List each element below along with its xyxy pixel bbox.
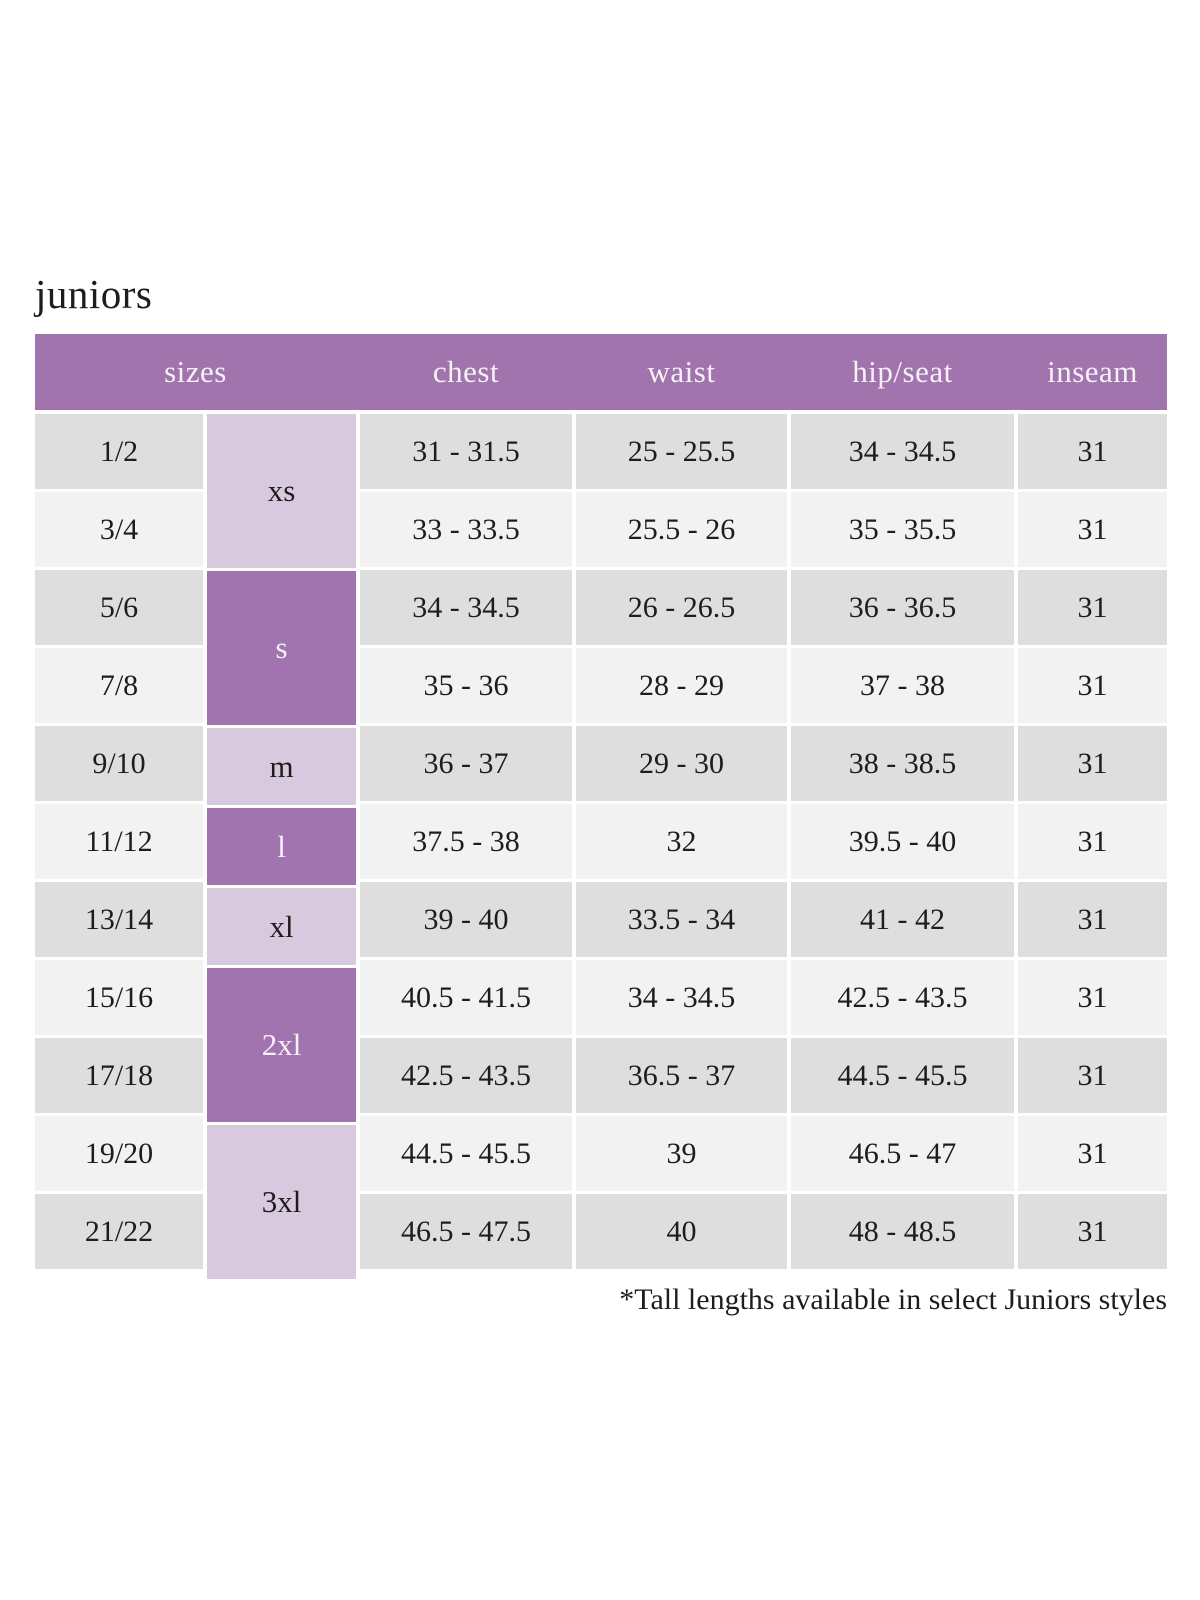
column-header-waist: waist (647, 354, 716, 389)
footnote: *Tall lengths available in select Junior… (619, 1283, 1167, 1316)
cell-chest: 33 - 33.5 (360, 492, 572, 567)
cell-waist: 25.5 - 26 (576, 492, 787, 567)
cell-waist: 26 - 26.5 (576, 570, 787, 645)
cell-hip-seat: 48 - 48.5 (791, 1194, 1014, 1269)
cell-waist: 36.5 - 37 (576, 1038, 787, 1113)
cell-size: 13/14 (35, 882, 203, 957)
column-header-hip-seat: hip/seat (852, 354, 953, 389)
cell-waist: 40 (576, 1194, 787, 1269)
cell-hip-seat: 44.5 - 45.5 (791, 1038, 1014, 1113)
table-body: xs s m l xl 2xl 3xl 1/2 31 - 31.5 25 - 25.5 34 - … (35, 414, 1167, 1279)
cell-waist: 39 (576, 1116, 787, 1191)
cell-size: 1/2 (35, 414, 203, 489)
column-header-chest: chest (432, 354, 500, 389)
cell-chest: 42.5 - 43.5 (360, 1038, 572, 1113)
cell-waist: 32 (576, 804, 787, 879)
cell-size: 17/18 (35, 1038, 203, 1113)
cell-waist: 29 - 30 (576, 726, 787, 801)
cell-inseam: 31 (1018, 882, 1167, 957)
column-header-sizes: sizes (164, 354, 227, 389)
cell-inseam: 31 (1018, 1038, 1167, 1113)
cell-hip-seat: 39.5 - 40 (791, 804, 1014, 879)
cell-hip-seat: 41 - 42 (791, 882, 1014, 957)
cell-inseam: 31 (1018, 1116, 1167, 1191)
cell-hip-seat: 46.5 - 47 (791, 1116, 1014, 1191)
cell-inseam: 31 (1018, 726, 1167, 801)
cell-chest: 35 - 36 (360, 648, 572, 723)
cell-size: 9/10 (35, 726, 203, 801)
cell-inseam: 31 (1018, 492, 1167, 567)
cell-size: 21/22 (35, 1194, 203, 1269)
cell-chest: 46.5 - 47.5 (360, 1194, 572, 1269)
cell-hip-seat: 34 - 34.5 (791, 414, 1014, 489)
cell-inseam: 31 (1018, 1194, 1167, 1269)
cell-waist: 28 - 29 (576, 648, 787, 723)
cell-size: 19/20 (35, 1116, 203, 1191)
cell-hip-seat: 36 - 36.5 (791, 570, 1014, 645)
size-group-3xl: 3xl (207, 1125, 356, 1279)
cell-waist: 34 - 34.5 (576, 960, 787, 1035)
size-group-column: xs s m l xl 2xl 3xl (207, 414, 356, 1282)
cell-hip-seat: 42.5 - 43.5 (791, 960, 1014, 1035)
page-title: juniors (35, 271, 153, 317)
cell-inseam: 31 (1018, 804, 1167, 879)
cell-inseam: 31 (1018, 414, 1167, 489)
table-header-row: sizes chest waist hip/seat inseam (35, 334, 1167, 410)
cell-chest: 34 - 34.5 (360, 570, 572, 645)
cell-size: 3/4 (35, 492, 203, 567)
cell-hip-seat: 38 - 38.5 (791, 726, 1014, 801)
size-group-m: m (207, 728, 356, 805)
cell-chest: 44.5 - 45.5 (360, 1116, 572, 1191)
cell-chest: 36 - 37 (360, 726, 572, 801)
cell-inseam: 31 (1018, 960, 1167, 1035)
cell-inseam: 31 (1018, 648, 1167, 723)
cell-chest: 31 - 31.5 (360, 414, 572, 489)
juniors-size-table: sizes chest waist hip/seat inseam xs s m l x… (35, 334, 1167, 1279)
size-group-xs: xs (207, 414, 356, 568)
cell-chest: 39 - 40 (360, 882, 572, 957)
cell-waist: 25 - 25.5 (576, 414, 787, 489)
cell-size: 7/8 (35, 648, 203, 723)
cell-chest: 37.5 - 38 (360, 804, 572, 879)
size-group-2xl: 2xl (207, 968, 356, 1122)
cell-size: 15/16 (35, 960, 203, 1035)
cell-hip-seat: 37 - 38 (791, 648, 1014, 723)
cell-size: 11/12 (35, 804, 203, 879)
cell-chest: 40.5 - 41.5 (360, 960, 572, 1035)
cell-waist: 33.5 - 34 (576, 882, 787, 957)
size-group-l: l (207, 808, 356, 885)
cell-hip-seat: 35 - 35.5 (791, 492, 1014, 567)
column-header-inseam: inseam (1047, 354, 1138, 389)
size-group-xl: xl (207, 888, 356, 965)
size-group-s: s (207, 571, 356, 725)
cell-inseam: 31 (1018, 570, 1167, 645)
cell-size: 5/6 (35, 570, 203, 645)
